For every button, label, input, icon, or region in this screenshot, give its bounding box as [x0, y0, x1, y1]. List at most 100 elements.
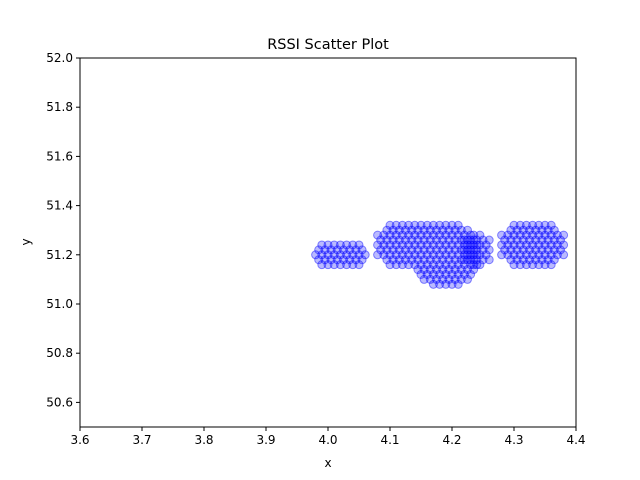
scatter-point [537, 255, 547, 265]
x-tick-label: 4.0 [318, 433, 337, 447]
y-tick-label: 51.2 [46, 248, 73, 262]
scatter-point [413, 255, 423, 265]
scatter-point [503, 250, 513, 260]
scatter-point [432, 265, 441, 275]
scatter-point [404, 230, 414, 240]
scatter-point [506, 245, 516, 255]
scatter-point [332, 255, 342, 265]
scatter-point [373, 250, 383, 260]
scatter-point [323, 240, 333, 250]
y-axis-label: y [19, 238, 33, 245]
scatter-point [397, 230, 407, 240]
scatter-point [348, 250, 358, 260]
scatter-point [444, 274, 454, 284]
scatter-point [525, 245, 534, 255]
scatter-point [438, 235, 448, 245]
scatter-point [404, 220, 414, 230]
scatter-point [354, 250, 364, 260]
scatter-point [466, 245, 476, 255]
y-axis-ticks: 50.6 50.8 51.0 51.2 51.4 51.6 51.8 52.0 [46, 51, 80, 409]
scatter-point [469, 230, 479, 240]
scatter-point [407, 255, 417, 265]
scatter-point [357, 255, 367, 265]
scatter-point [453, 240, 463, 250]
scatter-point [394, 225, 404, 235]
scatter-point [515, 250, 525, 260]
scatter-point [391, 240, 401, 250]
x-tick-label: 3.6 [70, 433, 89, 447]
scatter-point [401, 245, 410, 255]
scatter-point [509, 260, 519, 270]
scatter-point [463, 225, 472, 235]
scatter-point [453, 260, 463, 270]
scatter-point [497, 230, 507, 240]
scatter-point [528, 250, 538, 260]
scatter-point [543, 245, 553, 255]
scatter-point [521, 240, 531, 250]
scatter-point [444, 245, 454, 255]
scatter-point [475, 260, 485, 270]
scatter-point [407, 245, 417, 255]
scatter-point [450, 245, 460, 255]
scatter-point [512, 235, 522, 245]
scatter-point [444, 235, 454, 245]
scatter-point [410, 260, 420, 270]
scatter-point [391, 220, 401, 230]
scatter-point [537, 245, 547, 255]
scatter-point [472, 235, 482, 245]
scatter-point [453, 250, 463, 260]
scatter-point [518, 225, 528, 235]
scatter-point [546, 250, 556, 260]
scatter-point [540, 220, 550, 230]
scatter-point [339, 255, 348, 265]
scatter-point [512, 255, 522, 265]
x-axis-label: x [324, 456, 331, 470]
scatter-point [416, 230, 426, 240]
scatter-point [410, 240, 420, 250]
scatter-point [401, 255, 410, 265]
scatter-point [447, 250, 457, 260]
scatter-point [425, 245, 435, 255]
y-tick-label: 51.8 [46, 100, 73, 114]
scatter-point [435, 269, 445, 279]
x-tick-label: 3.7 [132, 433, 151, 447]
scatter-point [466, 235, 476, 245]
scatter-point [549, 245, 559, 255]
scatter-point [435, 250, 445, 260]
scatter-point [525, 235, 534, 245]
scatter-point [329, 260, 339, 270]
scatter-point [450, 255, 460, 265]
scatter-point [428, 230, 438, 240]
x-tick-label: 4.4 [566, 433, 585, 447]
scatter-point [428, 220, 438, 230]
scatter-point [528, 260, 538, 270]
scatter-point [543, 235, 553, 245]
scatter-point [463, 274, 472, 284]
scatter-point [413, 225, 423, 235]
y-tick-label: 51.0 [46, 297, 73, 311]
scatter-point [472, 260, 482, 270]
scatter-point [525, 225, 534, 235]
scatter-point [459, 260, 469, 270]
scatter-point [509, 250, 519, 260]
scatter-point [463, 255, 472, 265]
scatter-point [382, 245, 392, 255]
scatter-point [469, 265, 479, 275]
scatter-point [422, 269, 432, 279]
scatter-point [512, 245, 522, 255]
scatter-point [515, 260, 525, 270]
scatter-point [531, 245, 541, 255]
chart-title: RSSI Scatter Plot [267, 37, 389, 53]
scatter-point [521, 220, 531, 230]
scatter-point [463, 240, 472, 250]
scatter-point [521, 250, 531, 260]
scatter-point [348, 260, 358, 270]
scatter-point [397, 240, 407, 250]
y-tick-label: 51.6 [46, 149, 73, 163]
scatter-point [534, 220, 544, 230]
scatter-point [459, 255, 469, 265]
scatter-point [531, 225, 541, 235]
scatter-point [509, 240, 519, 250]
scatter-point [497, 250, 507, 260]
scatter-point [419, 274, 429, 284]
